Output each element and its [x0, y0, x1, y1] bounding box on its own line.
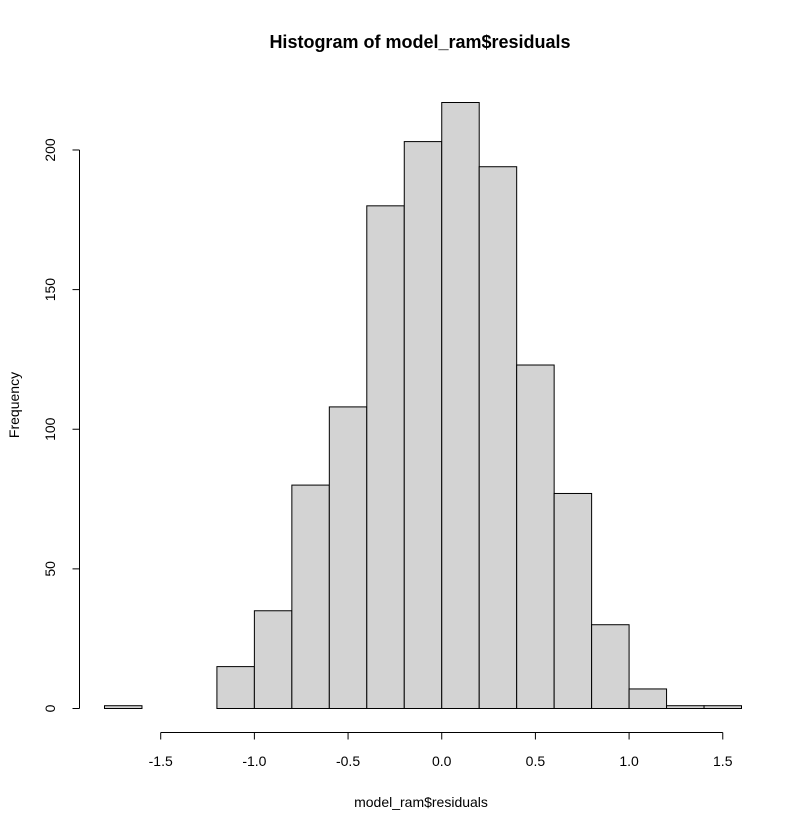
x-tick-label: -1.0	[242, 753, 266, 769]
histogram-bar	[628, 688, 668, 710]
chart-title: Histogram of model_ram$residuals	[269, 32, 570, 52]
histogram-bar	[328, 406, 368, 709]
y-tick-label: 150	[42, 278, 58, 302]
y-axis: 0 50 100 150 200	[42, 138, 80, 712]
histogram-bar	[516, 364, 555, 709]
histogram-bar	[441, 102, 480, 709]
x-axis: -1.5 -1.0 -0.5 0.0 0.5 1.0 1.5	[149, 732, 733, 769]
x-tick-label: -1.5	[149, 753, 173, 769]
y-axis-label: Frequency	[6, 372, 22, 438]
x-tick-label: 0.5	[526, 753, 546, 769]
x-tick-label: 1.5	[713, 753, 733, 769]
histogram-bar	[553, 492, 593, 709]
histogram-bar	[104, 705, 143, 710]
histogram-bar	[591, 624, 630, 709]
x-tick-label: 0.0	[432, 753, 452, 769]
histogram-bar	[216, 666, 255, 709]
histogram-bar	[291, 484, 330, 709]
y-tick-label: 200	[42, 138, 58, 162]
x-tick-label: -0.5	[336, 753, 360, 769]
y-tick-label: 0	[42, 704, 58, 712]
x-axis-label: model_ram$residuals	[354, 794, 488, 810]
histogram-bar	[666, 705, 705, 710]
histogram-bar	[366, 205, 405, 710]
histogram-bar	[403, 141, 443, 710]
histogram-bar	[253, 610, 293, 710]
histogram-bar	[703, 705, 743, 710]
histogram-bar	[478, 166, 518, 710]
y-tick-label: 100	[42, 417, 58, 441]
bars-group	[104, 102, 743, 710]
x-tick-label: 1.0	[619, 753, 639, 769]
y-tick-label: 50	[42, 561, 58, 577]
